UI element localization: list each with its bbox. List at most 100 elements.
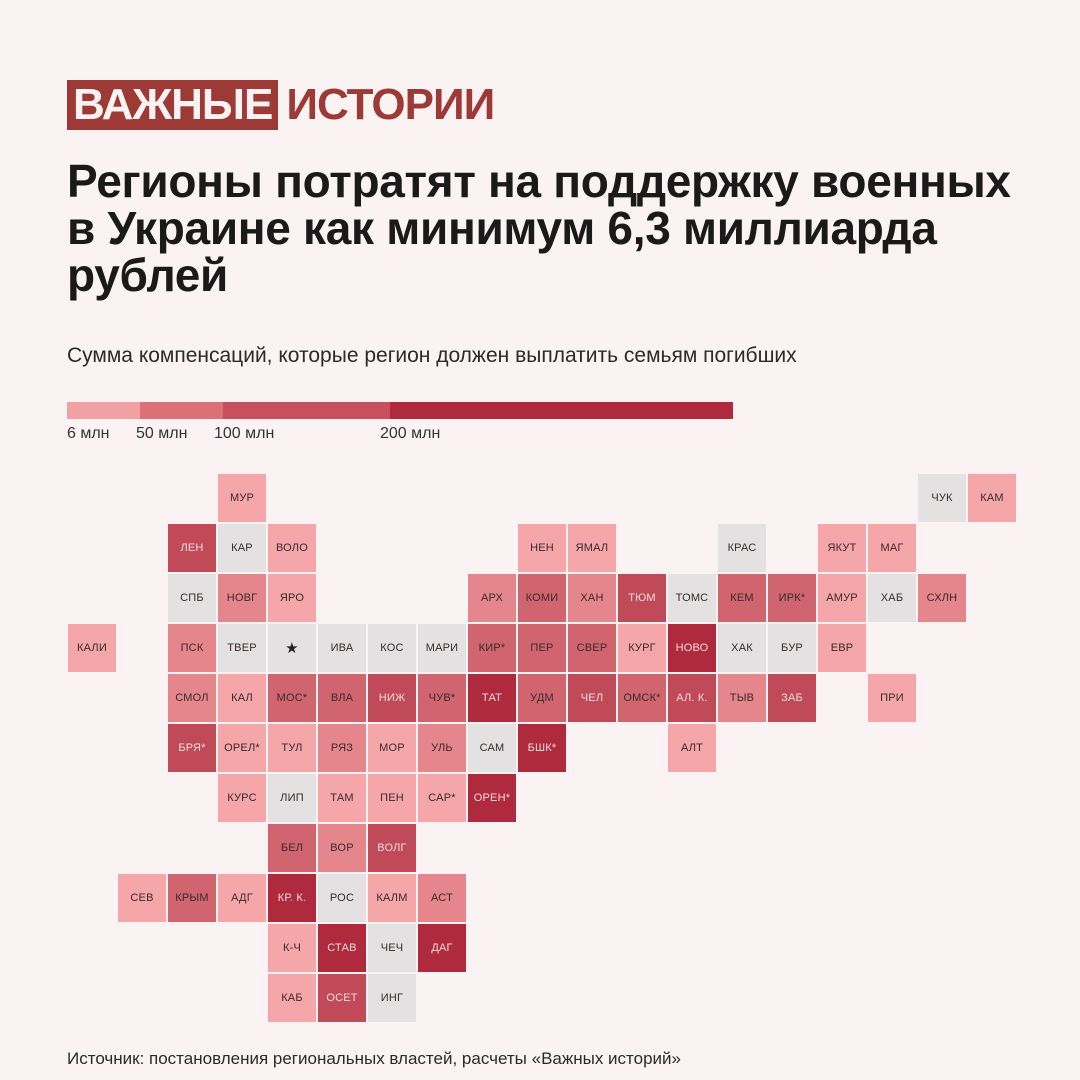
region-tile: ХАК: [718, 624, 766, 672]
region-tile: БРЯ*: [168, 724, 216, 772]
region-tile: БШК*: [518, 724, 566, 772]
chart-subtitle: Сумма компенсаций, которые регион должен…: [67, 344, 797, 367]
source-note: Источник: постановления региональных вла…: [67, 1049, 682, 1068]
region-tile: КР. К.: [268, 874, 316, 922]
region-tile: ВОР: [318, 824, 366, 872]
color-legend: 6 млн 50 млн 100 млн 200 млн: [67, 402, 737, 452]
region-tile: СВЕР: [568, 624, 616, 672]
region-tile: ВОЛО: [268, 524, 316, 572]
capital-tile: ★: [268, 624, 316, 672]
page-title: Регионы потратят на поддержку военных в …: [67, 155, 1011, 301]
brand-logo: ВАЖНЫЕ ИСТОРИИ: [67, 80, 495, 130]
region-tile: АЛТ: [668, 724, 716, 772]
region-tile: АЛ. К.: [668, 674, 716, 722]
region-tile: ЧЕЧ: [368, 924, 416, 972]
region-tile: КОС: [368, 624, 416, 672]
region-tile: ИВА: [318, 624, 366, 672]
region-tile: СЕВ: [118, 874, 166, 922]
region-tile: КАЛМ: [368, 874, 416, 922]
region-tile: КАР: [218, 524, 266, 572]
region-tile: ХАБ: [868, 574, 916, 622]
region-tile: КУРС: [218, 774, 266, 822]
region-tile: КАБ: [268, 974, 316, 1022]
region-tile: АМУР: [818, 574, 866, 622]
region-tile: ВОЛГ: [368, 824, 416, 872]
legend-swatch-2: [140, 402, 223, 419]
region-tile: МУР: [218, 474, 266, 522]
region-tile: ОРЕЛ*: [218, 724, 266, 772]
region-tile: ТУЛ: [268, 724, 316, 772]
region-tile: ДАГ: [418, 924, 466, 972]
region-tile: КИР*: [468, 624, 516, 672]
region-tile: ТЮМ: [618, 574, 666, 622]
region-tile: БУР: [768, 624, 816, 672]
region-tile: РОС: [318, 874, 366, 922]
region-tile: РЯЗ: [318, 724, 366, 772]
region-tile: АСТ: [418, 874, 466, 922]
region-tile: СХЛН: [918, 574, 966, 622]
region-tile: ЛЕН: [168, 524, 216, 572]
region-tile: САМ: [468, 724, 516, 772]
region-tile: ОСЕТ: [318, 974, 366, 1022]
region-tile: КУРГ: [618, 624, 666, 672]
legend-label-4: 200 млн: [380, 425, 441, 442]
region-tile: АДГ: [218, 874, 266, 922]
region-tile: КЕМ: [718, 574, 766, 622]
region-tile: КРАС: [718, 524, 766, 572]
legend-swatch-1: [67, 402, 140, 419]
region-tile: САР*: [418, 774, 466, 822]
region-tile: НОВО: [668, 624, 716, 672]
region-tile: ЧЕЛ: [568, 674, 616, 722]
region-tile: ЧУВ*: [418, 674, 466, 722]
region-tile: СМОЛ: [168, 674, 216, 722]
region-tile: МАРИ: [418, 624, 466, 672]
region-tile: ТОМС: [668, 574, 716, 622]
region-tile: УДМ: [518, 674, 566, 722]
legend-label-3: 100 млн: [214, 425, 275, 442]
region-tile: ИНГ: [368, 974, 416, 1022]
region-tile: НОВГ: [218, 574, 266, 622]
region-tile: ПЕН: [368, 774, 416, 822]
region-tile: К-Ч: [268, 924, 316, 972]
region-tile: КАЛ: [218, 674, 266, 722]
region-tile: ОРЕН*: [468, 774, 516, 822]
region-tile: АРХ: [468, 574, 516, 622]
region-tile: ПРИ: [868, 674, 916, 722]
region-tile: МОС*: [268, 674, 316, 722]
region-tile: БЕЛ: [268, 824, 316, 872]
region-tile: ЯМАЛ: [568, 524, 616, 572]
region-tile: МОР: [368, 724, 416, 772]
region-tile: КОМИ: [518, 574, 566, 622]
region-tile: ЯРО: [268, 574, 316, 622]
region-tile: ТАТ: [468, 674, 516, 722]
region-tile: ИРК*: [768, 574, 816, 622]
region-tile: МАГ: [868, 524, 916, 572]
region-tile: ЛИП: [268, 774, 316, 822]
region-tile: ТАМ: [318, 774, 366, 822]
region-tile: УЛЬ: [418, 724, 466, 772]
region-tile: КАЛИ: [68, 624, 116, 672]
region-tile: ПСК: [168, 624, 216, 672]
region-tile: НИЖ: [368, 674, 416, 722]
legend-swatch-4: [390, 402, 733, 419]
region-tile: ХАН: [568, 574, 616, 622]
region-tile: ОМСК*: [618, 674, 666, 722]
region-tile: ЗАБ: [768, 674, 816, 722]
region-tile: ЯКУТ: [818, 524, 866, 572]
region-tile: ПЕР: [518, 624, 566, 672]
region-tile: ВЛА: [318, 674, 366, 722]
region-tile: ТВЕР: [218, 624, 266, 672]
region-tile: КАМ: [968, 474, 1016, 522]
logo-word-1: ВАЖНЫЕ: [67, 80, 279, 130]
logo-word-2: ИСТОРИИ: [286, 80, 495, 129]
region-tile: ЕВР: [818, 624, 866, 672]
region-tile: НЕН: [518, 524, 566, 572]
legend-label-1: 6 млн: [67, 425, 110, 442]
legend-label-2: 50 млн: [136, 425, 188, 442]
region-tile: СПБ: [168, 574, 216, 622]
region-tile: КРЫМ: [168, 874, 216, 922]
region-tile: СТАВ: [318, 924, 366, 972]
region-tile: ЧУК: [918, 474, 966, 522]
legend-swatch-3: [223, 402, 390, 419]
